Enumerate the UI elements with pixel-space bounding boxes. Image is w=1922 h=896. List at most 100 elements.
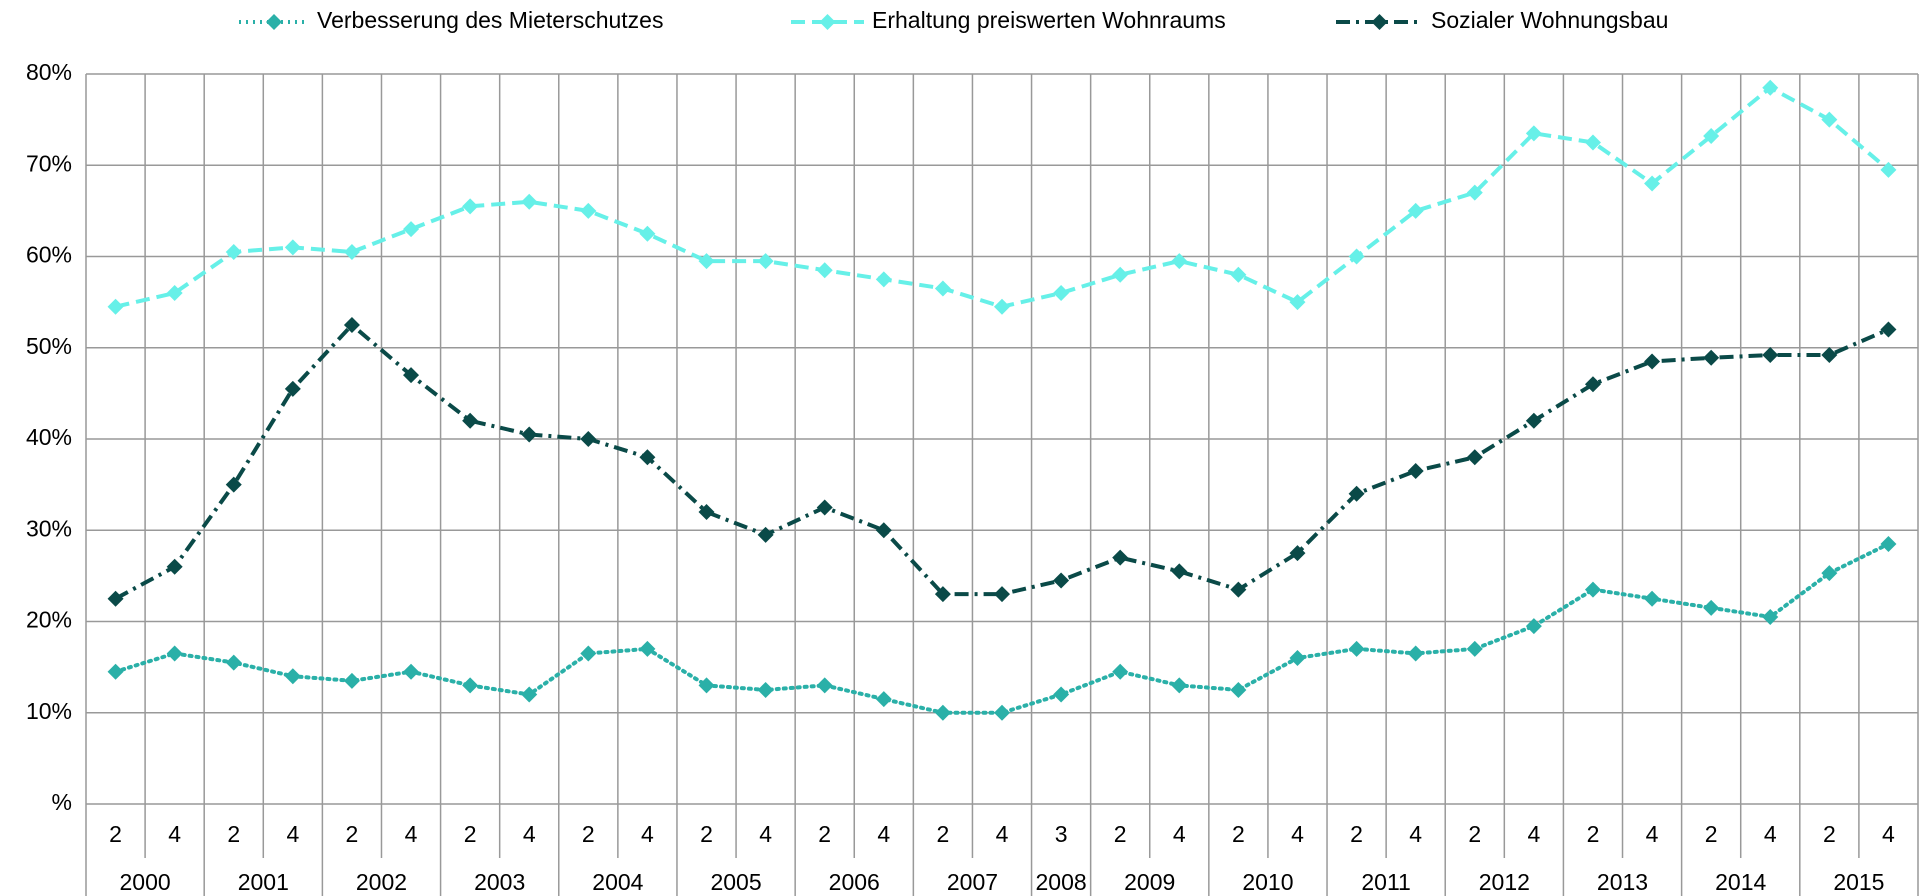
x-tick-label: 4 [523, 821, 536, 847]
legend-marker [1371, 14, 1388, 30]
x-tick-label: 2 [227, 821, 240, 847]
data-point [521, 426, 538, 443]
year-label: 2008 [1036, 869, 1087, 895]
data-point [1289, 545, 1306, 562]
x-tick-label: 4 [996, 821, 1009, 847]
data-point [816, 499, 833, 516]
data-point [166, 558, 183, 575]
x-tick-label: 2 [1705, 821, 1718, 847]
year-label: 2011 [1361, 869, 1410, 895]
x-tick-label: 2 [582, 821, 595, 847]
data-point [1525, 618, 1542, 635]
y-tick-label: 60% [26, 242, 72, 268]
data-point [1821, 111, 1838, 128]
x-tick-label: 2 [346, 821, 359, 847]
data-point [1762, 347, 1779, 364]
data-point [166, 645, 183, 662]
data-point [1230, 266, 1247, 283]
data-point [698, 677, 715, 694]
y-tick-label: 70% [26, 150, 72, 176]
data-point [1348, 248, 1365, 265]
year-label: 2005 [710, 869, 761, 895]
data-point [816, 262, 833, 279]
data-point [639, 449, 656, 466]
legend-label: Sozialer Wohnungsbau [1431, 7, 1668, 33]
year-label: 2012 [1479, 869, 1530, 895]
y-tick-label: 20% [26, 607, 72, 633]
data-point [1644, 175, 1661, 192]
data-point [1466, 640, 1483, 657]
data-point [934, 280, 951, 297]
data-point [1112, 663, 1129, 680]
data-point [225, 654, 242, 671]
data-point [1053, 686, 1070, 703]
year-label: 2004 [592, 869, 643, 895]
x-tick-label: 2 [1823, 821, 1836, 847]
x-tick-label: 2 [464, 821, 477, 847]
data-point [1466, 184, 1483, 201]
legend-label: Erhaltung preiswerten Wohnraums [872, 7, 1226, 33]
x-tick-label: 4 [1764, 821, 1777, 847]
data-point [994, 586, 1010, 603]
x-tick-label: 2 [1232, 821, 1245, 847]
year-label: 2006 [829, 869, 880, 895]
data-point [934, 704, 951, 721]
x-tick-label: 4 [641, 821, 654, 847]
data-point [284, 668, 301, 685]
x-tick-label: 4 [405, 821, 418, 847]
data-point [462, 198, 479, 215]
data-point [1112, 549, 1129, 566]
data-point [1466, 449, 1483, 466]
x-tick-label: 4 [1409, 821, 1422, 847]
data-point [1703, 128, 1720, 145]
data-point [1880, 321, 1897, 338]
data-point [1171, 253, 1188, 270]
year-label: 2000 [120, 869, 171, 895]
y-tick-label: 10% [26, 698, 72, 724]
data-point [1230, 581, 1247, 598]
data-point [1525, 412, 1542, 429]
data-point [757, 253, 774, 270]
data-point [462, 677, 479, 694]
year-label: 2014 [1715, 869, 1766, 895]
data-point [994, 298, 1010, 315]
x-tick-label: 4 [1173, 821, 1186, 847]
legend-marker [819, 14, 836, 30]
x-tick-label: 4 [1291, 821, 1304, 847]
legend-marker [266, 14, 282, 30]
data-point [757, 526, 774, 543]
data-point [994, 704, 1010, 721]
data-point [639, 640, 656, 657]
data-point [343, 672, 360, 689]
x-tick-label: 2 [818, 821, 831, 847]
data-point [1525, 125, 1542, 142]
data-point [107, 298, 124, 315]
data-point [698, 253, 715, 270]
data-point [107, 663, 124, 680]
y-tick-label: 30% [26, 515, 72, 541]
x-tick-label: 4 [1882, 821, 1895, 847]
year-label: 2015 [1833, 869, 1884, 895]
data-point [1584, 581, 1601, 598]
x-tick-label: 2 [1587, 821, 1600, 847]
year-label: 2009 [1124, 869, 1175, 895]
data-point [1762, 608, 1779, 625]
data-point [1230, 681, 1247, 698]
data-point [1880, 161, 1897, 178]
x-tick-label: 4 [168, 821, 181, 847]
y-tick-label: 50% [26, 333, 72, 359]
data-point [107, 590, 124, 607]
data-point [875, 271, 892, 288]
y-tick-label: 40% [26, 424, 72, 450]
data-point [403, 367, 420, 384]
x-tick-label: 4 [286, 821, 299, 847]
data-point [934, 586, 951, 603]
x-tick-label: 2 [1114, 821, 1127, 847]
year-label: 2002 [356, 869, 407, 895]
data-point [403, 221, 420, 238]
data-point [1289, 294, 1306, 311]
data-point [1584, 134, 1601, 151]
y-tick-label: 80% [26, 59, 72, 85]
data-point [1171, 677, 1188, 694]
